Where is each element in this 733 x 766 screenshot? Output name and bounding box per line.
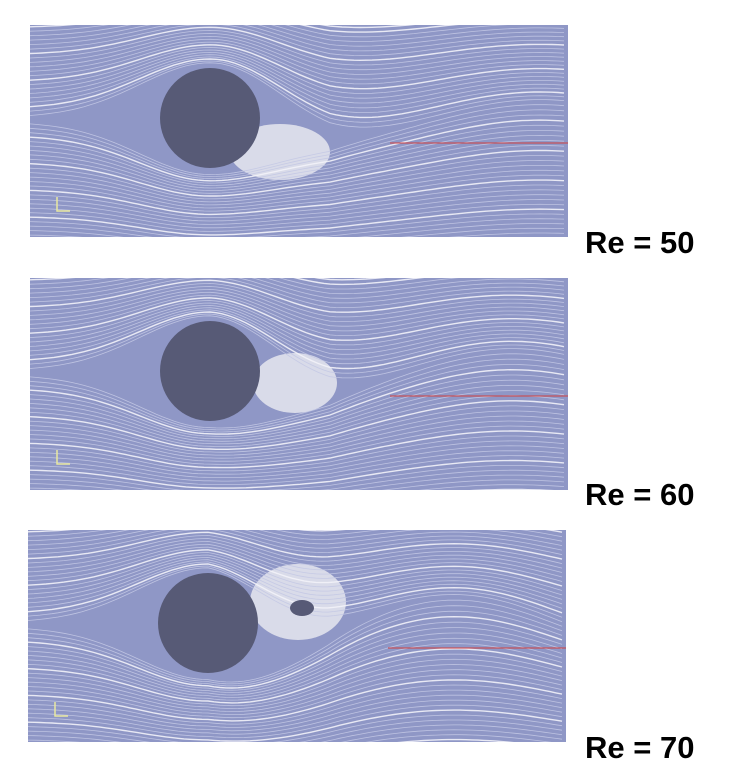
flow-field bbox=[28, 494, 566, 766]
panel-label: Re = 50 bbox=[585, 225, 694, 260]
flow-panel bbox=[30, 0, 568, 269]
streamline bbox=[28, 509, 562, 528]
figure: Re = 50 Re = 60 Re = 70 bbox=[0, 0, 733, 766]
streamline bbox=[28, 498, 562, 514]
streamline bbox=[30, 253, 564, 275]
flow-panel bbox=[28, 494, 566, 766]
wake-bubble bbox=[253, 353, 337, 413]
streamline bbox=[30, 246, 564, 266]
cylinder bbox=[160, 321, 260, 421]
streamline bbox=[30, 0, 564, 14]
streamline bbox=[30, 499, 564, 518]
streamline bbox=[30, 0, 564, 23]
streamline bbox=[30, 4, 564, 28]
cylinder bbox=[158, 573, 258, 673]
streamline bbox=[28, 512, 562, 532]
streamline bbox=[30, 0, 564, 9]
streamline bbox=[30, 0, 564, 18]
vortex-core bbox=[290, 600, 314, 616]
streamline bbox=[28, 754, 562, 766]
streamline bbox=[30, 494, 564, 514]
streamline bbox=[30, 238, 564, 257]
streamline bbox=[28, 494, 562, 509]
flow-panel bbox=[30, 242, 568, 522]
streamline bbox=[30, 490, 564, 511]
panel-label: Re = 60 bbox=[585, 477, 694, 512]
streamline bbox=[28, 740, 562, 764]
streamline bbox=[30, 247, 564, 265]
cylinder bbox=[160, 68, 260, 168]
panel-label: Re = 70 bbox=[585, 730, 694, 765]
streamline bbox=[30, 252, 564, 269]
streamline bbox=[30, 243, 564, 262]
streamline bbox=[30, 504, 564, 522]
flow-field bbox=[30, 0, 568, 269]
streamline bbox=[28, 749, 562, 766]
flow-field bbox=[30, 242, 568, 522]
streamline bbox=[30, 250, 564, 271]
streamline bbox=[30, 257, 564, 280]
streamline bbox=[28, 744, 562, 766]
streamline bbox=[28, 505, 562, 523]
streamline bbox=[28, 502, 562, 519]
streamline bbox=[30, 242, 564, 261]
